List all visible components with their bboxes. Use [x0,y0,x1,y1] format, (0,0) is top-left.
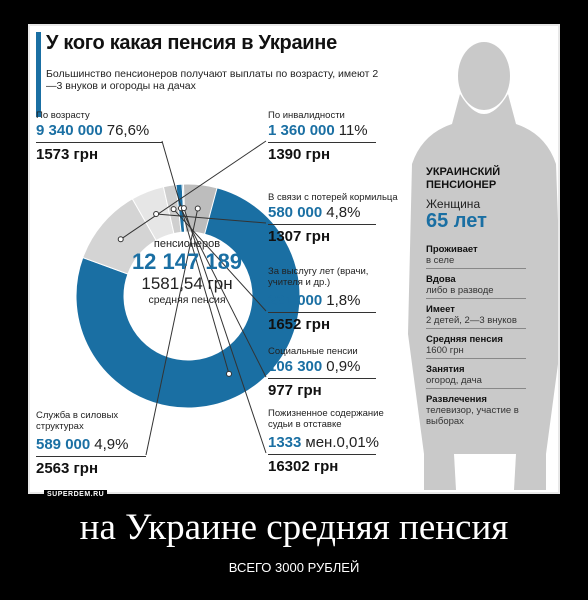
pension-donut-chart [75,140,301,456]
center-label: пенсионеров [153,238,221,250]
profile-row: Проживает в селе [426,244,526,269]
leader-dot [117,236,124,243]
center-total: 12 147 189 [131,249,243,274]
label-service-values: 221 000 1,8% [268,292,360,309]
label-breadwinner-amount: 1307 грн [268,228,331,245]
leader-line [173,208,267,312]
label-social-underline [268,378,376,379]
label-social-pct: 0,9% [326,358,361,375]
title-accent-bar [36,32,41,117]
label-social-values: 106 300 0,9% [268,358,360,375]
label-breadwinner-num: 580 000 [268,204,323,221]
label-judges-amount: 16302 грн [268,458,339,475]
infographic-title: У кого какая пенсия в Украине [46,32,337,54]
profile-row-value: либо в разводе [426,285,494,296]
label-age-category: По возрасту [36,110,90,121]
profile-row-key: Занятия [426,364,465,375]
label-judges-values: 1333 мен.0,01% [268,434,379,451]
label-disability-num: 1 360 000 [268,122,335,139]
profile-row-value: огород, дача [426,375,482,386]
label-security-num: 589 000 [36,436,91,453]
demotivator-caption: на Украине средняя пенсия [79,507,509,548]
profile-row-key: Проживает [426,244,478,255]
label-disability-values: 1 360 000 11% [268,122,368,139]
leader-dot [180,205,187,212]
label-disability-amount: 1390 грн [268,146,331,163]
label-age-num: 9 340 000 [36,122,103,139]
label-judges-pct: мен.0,01% [305,434,380,451]
label-security-underline [36,456,146,457]
infographic-frame: У кого какая пенсия в Украине Большинств… [28,24,560,494]
label-age-values: 9 340 000 76,6% [36,122,149,139]
leader-line [120,140,267,240]
pensioner-silhouette [408,42,558,490]
label-judges-num: 1333 [268,434,302,451]
label-breadwinner-underline [268,224,376,225]
profile-row-value: 1600 грн [426,345,464,356]
label-age-pct: 76,6% [106,122,150,139]
label-judges-underline [268,454,376,455]
leader-line [183,207,267,454]
label-security-pct: 4,9% [94,436,129,453]
leader-dot [170,206,177,213]
label-security-amount: 2563 грн [36,460,99,477]
label-disability-category: По инвалидности [268,110,345,121]
leader-dot [153,210,160,217]
profile-row: Развлечения телевизор, участие в выборах [426,394,526,429]
label-security-category: Служба в силовых структурах [36,410,119,432]
leader-line [161,140,230,375]
profile-age: 65 лет [426,210,487,232]
profile-row: Занятия огород, дача [426,364,526,389]
label-social-amount: 977 грн [268,382,322,399]
profile-row-value: телевизор, участие в выборах [426,405,519,427]
label-service-pct: 1,8% [326,292,361,309]
watermark: SUPERDEM.RU [44,490,108,499]
label-service-underline [268,312,376,313]
leader-dot [226,370,233,377]
leader-dot [194,205,201,212]
profile-row-key: Имеет [426,304,455,315]
profile-row-key: Вдова [426,274,456,285]
profile-row-key: Развлечения [426,394,487,405]
donut-center: пенсионеров 12 147 189 1581,54 грн средн… [122,238,252,306]
label-social-num: 106 300 [268,358,323,375]
label-social-category: Социальные пенсии [268,346,358,357]
profile-row-key: Средняя пенсия [426,334,503,345]
label-disability-underline [268,142,376,143]
label-breadwinner-category: В связи с потерей кормильца [268,192,398,203]
label-security-values: 589 000 4,9% [36,436,128,453]
profile-row: Имеет 2 детей, 2—3 внуков [426,304,526,329]
label-breadwinner-values: 580 000 4,8% [268,204,360,221]
profile-title: УКРАИНСКИЙ ПЕНСИОНЕР [426,166,501,191]
profile-row-value: в селе [426,255,455,266]
center-pension-label: средняя пенсия [148,294,226,306]
profile-gender: Женщина [426,197,481,211]
profile-row: Вдова либо в разводе [426,274,526,299]
label-breadwinner-pct: 4,8% [326,204,361,221]
label-disability-pct: 11% [338,122,368,139]
label-age-amount: 1573 грн [36,146,99,163]
leader-line [180,208,267,378]
label-age-underline [36,142,162,143]
label-service-num: 221 000 [268,292,323,309]
slice-age [75,186,301,409]
profile-row: Средняя пенсия 1600 грн [426,334,526,359]
leader-line [156,213,267,224]
center-pension: 1581,54 грн [141,274,233,293]
label-judges-category: Пожизненное содержание судьи в отставке [268,408,384,430]
leader-line [145,208,199,456]
demotivator-subcaption: ВСЕГО 3000 РУБЛЕЙ [228,560,360,575]
label-service-category: За выслугу лет (врачи, учителя и др.) [268,266,369,288]
label-service-amount: 1652 грн [268,316,331,333]
infographic-subtitle: Большинство пенсионеров получают выплаты… [46,68,379,92]
profile-row-value: 2 детей, 2—3 внуков [426,315,517,326]
